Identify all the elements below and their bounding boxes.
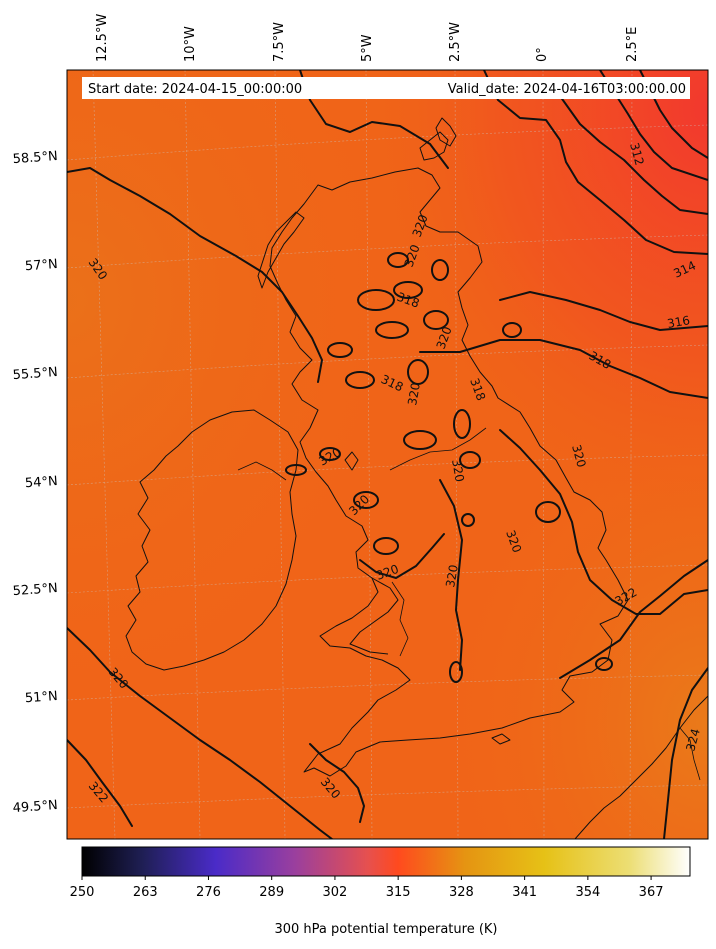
info-box: Start date: 2024-04-15_00:00:00 Valid_da… — [82, 77, 690, 99]
colorbar-tick-label: 328 — [449, 885, 474, 900]
lat-label: 55.5°N — [12, 365, 58, 383]
colorbar-gradient — [81, 846, 691, 877]
contour-320-south — [309, 743, 365, 823]
contour-322-east — [559, 559, 708, 679]
colorbar-tick-label: 250 — [70, 885, 95, 900]
lat-label: 58.5°N — [12, 149, 58, 167]
map-panel: 320 320 320 320 320 320 320 320 320 320 … — [67, 70, 708, 839]
contour-label: 316 — [666, 313, 691, 331]
continent-coast — [574, 695, 708, 839]
contour-318-east — [419, 339, 708, 399]
lat-label: 49.5°N — [12, 798, 58, 816]
wales-england-border — [391, 581, 409, 657]
contour-320-central — [439, 479, 463, 671]
contour-322-sw — [67, 739, 133, 827]
contour-label: 320 — [443, 564, 461, 589]
coastlines — [125, 117, 708, 839]
lon-label: 2.5°E — [625, 27, 640, 62]
lat-label: 52.5°N — [12, 581, 58, 599]
start-date-label: Start date: 2024-04-15_00:00:00 — [88, 82, 302, 97]
continent-coast-2 — [679, 727, 701, 781]
contour-320-mid — [359, 533, 445, 579]
colorbar-tick-label: 289 — [259, 885, 284, 900]
colorbar-tick-label: 263 — [133, 885, 158, 900]
contour-320-west — [67, 167, 323, 383]
lat-label: 54°N — [25, 474, 59, 491]
valid-date-label: Valid_date: 2024-04-16T03:00:00.00 — [448, 82, 686, 97]
outer-hebrides — [257, 211, 305, 289]
contour-labels: 320 320 320 320 320 320 320 320 320 320 … — [86, 141, 703, 805]
contour-316-ne — [559, 95, 708, 215]
contour-label: 320 — [449, 458, 467, 483]
lat-label: 51°N — [25, 689, 59, 706]
colorbar-tick-label: 367 — [639, 885, 664, 900]
contour-320-east — [499, 429, 708, 615]
colorbar-ticks: 250 263 276 289 302 315 328 341 354 367 — [70, 876, 664, 900]
contour-320-north — [299, 70, 449, 169]
contour-320-sw — [67, 627, 333, 839]
contour-label: 320 — [569, 443, 588, 469]
great-britain-coast — [269, 167, 629, 777]
orkney — [419, 131, 449, 161]
lon-label: 10°W — [183, 26, 198, 62]
wales-coast — [349, 577, 399, 655]
contour-318-ne — [483, 70, 708, 255]
contour-label: 324 — [683, 727, 702, 753]
lon-label: 2.5°W — [448, 22, 463, 62]
longitude-labels: 12.5°W 10°W 7.5°W 5°W 2.5°W 0° 2.5°E — [95, 14, 640, 62]
isle-of-man — [344, 451, 359, 471]
colorbar-tick-label: 354 — [575, 885, 600, 900]
colorbar: 250 263 276 289 302 315 328 341 354 367 300 hPa p… — [70, 846, 691, 937]
contour-316-east — [499, 291, 708, 331]
colorbar-label: 300 hPa potential temperature (K) — [274, 922, 497, 937]
colorbar-tick-label: 276 — [196, 885, 221, 900]
ireland-border — [237, 461, 287, 481]
latitude-labels: 58.5°N 57°N 55.5°N 54°N 52.5°N 51°N 49.5… — [12, 149, 58, 816]
ireland-coast — [125, 409, 299, 671]
shetland — [435, 117, 457, 147]
info-box-background — [82, 77, 690, 99]
colorbar-tick-label: 302 — [323, 885, 348, 900]
map-frame — [66, 69, 709, 840]
scotland-england-border — [389, 427, 487, 471]
contour-324-se — [663, 667, 708, 839]
contour-label: 312 — [627, 141, 646, 167]
colorbar-tick-label: 341 — [512, 885, 537, 900]
isle-of-wight — [491, 733, 511, 745]
contours — [67, 70, 708, 839]
gridlines — [67, 70, 708, 839]
colorbar-tick-label: 315 — [386, 885, 411, 900]
lon-label: 12.5°W — [95, 14, 110, 62]
lon-label: 5°W — [360, 34, 375, 62]
lat-label: 57°N — [25, 257, 59, 274]
contour-label: 320 — [405, 382, 423, 407]
lon-label: 7.5°W — [272, 22, 287, 62]
lon-label: 0° — [535, 47, 550, 62]
